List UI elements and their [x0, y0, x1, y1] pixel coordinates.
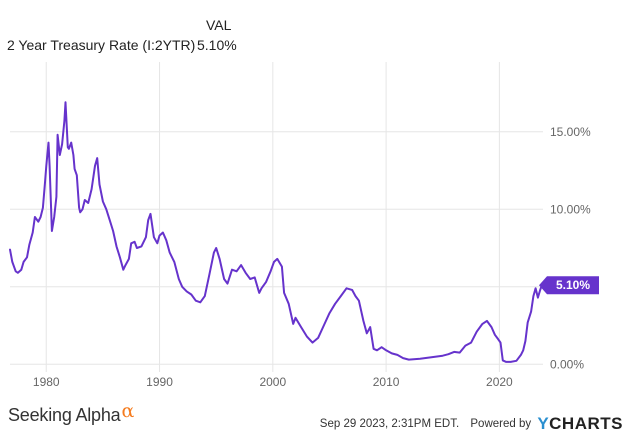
y-tick-label: 10.00% — [550, 202, 591, 216]
x-tick-label: 1980 — [33, 375, 60, 389]
timestamp: Sep 29 2023, 2:31PM EDT. — [319, 418, 460, 430]
last-value-tag-shape — [539, 276, 599, 295]
chart-footer: Sep 29 2023, 2:31PM EDT. Powered by YCHA… — [319, 412, 623, 433]
legend-series-row[interactable]: 2 Year Treasury Rate (I:2YTR) 5.10% — [7, 37, 247, 53]
ycharts-logo[interactable]: YCHARTS — [537, 414, 623, 433]
y-tick-label: 0.00% — [550, 357, 584, 371]
last-value-tag-text: 5.10% — [556, 278, 590, 292]
legend-column-header: VAL — [206, 17, 232, 33]
x-tick-label: 2010 — [373, 375, 400, 389]
ycharts-logo-text: CHARTS — [549, 414, 623, 433]
powered-by-label: Powered by — [470, 418, 532, 430]
x-axis-tick-labels: 1980 1990 2000 2010 2020 — [33, 375, 513, 389]
legend-series-label: 2 Year Treasury Rate (I:2YTR) — [7, 37, 196, 53]
x-tick-label: 2000 — [259, 375, 286, 389]
series-line-2yr-treasury — [9, 101, 543, 363]
ycharts-y-icon: Y — [537, 414, 550, 433]
alpha-symbol-icon: α — [121, 400, 135, 422]
y-axis-tick-labels: 0.00% 10.00% 15.00% — [550, 125, 591, 372]
last-value-tag: 5.10% — [539, 276, 599, 295]
line-chart: 0.00% 10.00% 15.00% 1980 1990 2000 2010 2020 5… — [9, 62, 599, 389]
x-tick-label: 1990 — [146, 375, 173, 389]
y-gridlines — [10, 131, 543, 365]
y-tick-label: 15.00% — [550, 125, 591, 139]
x-tick-label: 2020 — [486, 375, 513, 389]
seeking-alpha-logo[interactable]: Seeking Alphaα — [8, 400, 134, 426]
x-gridlines — [45, 62, 500, 372]
seeking-alpha-text: Seeking Alpha — [8, 405, 121, 425]
legend-series-value: 5.10% — [197, 37, 237, 53]
